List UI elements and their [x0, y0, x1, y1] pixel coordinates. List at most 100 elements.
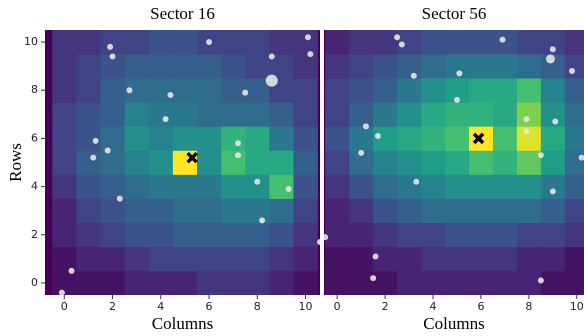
heat-cell	[52, 54, 76, 78]
heat-cell	[445, 199, 469, 223]
star	[373, 253, 379, 259]
x-tick-label: 0	[334, 300, 341, 313]
x-tick-label: 8	[254, 300, 261, 313]
heat-cell	[76, 150, 100, 174]
heat-cell	[221, 78, 245, 102]
x-axis-label: Columns	[423, 314, 484, 333]
heat-cell	[293, 78, 317, 102]
heat-cell	[541, 175, 565, 199]
star	[242, 90, 248, 96]
heat-cell	[125, 247, 149, 271]
heat-cell	[469, 54, 493, 78]
heat-cell	[197, 54, 221, 78]
heat-cell	[197, 175, 221, 199]
heat-cell	[100, 223, 124, 247]
heat-cell	[52, 247, 76, 271]
heat-cell	[269, 126, 293, 150]
heat-cell	[373, 78, 397, 102]
heat-cell	[149, 247, 173, 271]
heat-cell	[245, 54, 269, 78]
y-tick-label: 6	[31, 131, 38, 144]
heat-cell	[245, 223, 269, 247]
star	[523, 128, 529, 134]
y-tick-label: 8	[31, 83, 38, 96]
star	[59, 290, 65, 296]
star	[413, 179, 419, 185]
heat-cell	[173, 271, 197, 295]
heat-cell	[349, 54, 373, 78]
y-axis-label: Rows	[6, 143, 25, 182]
heat-cell	[325, 126, 349, 150]
heat-cell	[493, 223, 517, 247]
heat-cell	[565, 271, 584, 295]
star	[411, 73, 417, 79]
heat-cell	[445, 30, 469, 54]
heat-cell	[349, 102, 373, 126]
heat-cell	[397, 150, 421, 174]
panel-title: Sector 56	[422, 4, 487, 23]
heat-cell	[421, 223, 445, 247]
heat-cell	[125, 54, 149, 78]
heat-cell	[125, 271, 149, 295]
heat-cell	[517, 78, 541, 102]
star	[305, 34, 311, 40]
heat-cell	[325, 30, 349, 54]
heat-cell	[397, 102, 421, 126]
heat-cell	[173, 78, 197, 102]
heat-cell	[325, 223, 349, 247]
heat-cell	[76, 102, 100, 126]
star	[538, 152, 544, 158]
x-tick-label: 10	[299, 300, 313, 313]
heat-cell	[349, 247, 373, 271]
panel-title: Sector 16	[150, 4, 215, 23]
star	[375, 133, 381, 139]
heat-cell	[493, 78, 517, 102]
heat-cell	[469, 78, 493, 102]
heat-cell	[125, 150, 149, 174]
heat-cell	[52, 223, 76, 247]
heat-cell	[125, 199, 149, 223]
heat-cell	[325, 102, 349, 126]
heat-cell	[397, 223, 421, 247]
heat-cell	[541, 78, 565, 102]
heat-cell	[76, 175, 100, 199]
heat-cell	[149, 126, 173, 150]
heat-cell	[173, 199, 197, 223]
heat-cell	[565, 223, 584, 247]
heat-cell	[421, 102, 445, 126]
heat-cell	[76, 54, 100, 78]
heat-cell	[221, 102, 245, 126]
star	[370, 275, 376, 281]
heat-cell	[100, 78, 124, 102]
heat-cell	[469, 271, 493, 295]
heat-cell	[269, 199, 293, 223]
heat-cell	[565, 247, 584, 271]
heat-cell	[493, 271, 517, 295]
heat-cell	[221, 223, 245, 247]
heat-cell	[469, 30, 493, 54]
heat-cell	[565, 102, 584, 126]
heat-cell	[125, 30, 149, 54]
heat-cell	[293, 54, 317, 78]
heat-cell	[125, 102, 149, 126]
heat-cell	[149, 271, 173, 295]
heat-cell	[100, 175, 124, 199]
heat-cell	[493, 102, 517, 126]
heat-cell	[293, 199, 317, 223]
heat-cell	[373, 150, 397, 174]
x-tick-label: 4	[430, 300, 437, 313]
x-tick-label: 2	[382, 300, 389, 313]
heat-cell	[421, 271, 445, 295]
heat-cell	[76, 199, 100, 223]
heat-cell	[76, 223, 100, 247]
heat-cell	[76, 271, 100, 295]
heat-cell	[517, 30, 541, 54]
heat-cell	[149, 54, 173, 78]
heat-cell	[397, 54, 421, 78]
heat-cell	[245, 102, 269, 126]
heat-cell	[517, 175, 541, 199]
heat-cell	[76, 30, 100, 54]
heat-cell	[325, 78, 349, 102]
x-tick-label: 8	[525, 300, 532, 313]
x-tick-label: 2	[109, 300, 116, 313]
